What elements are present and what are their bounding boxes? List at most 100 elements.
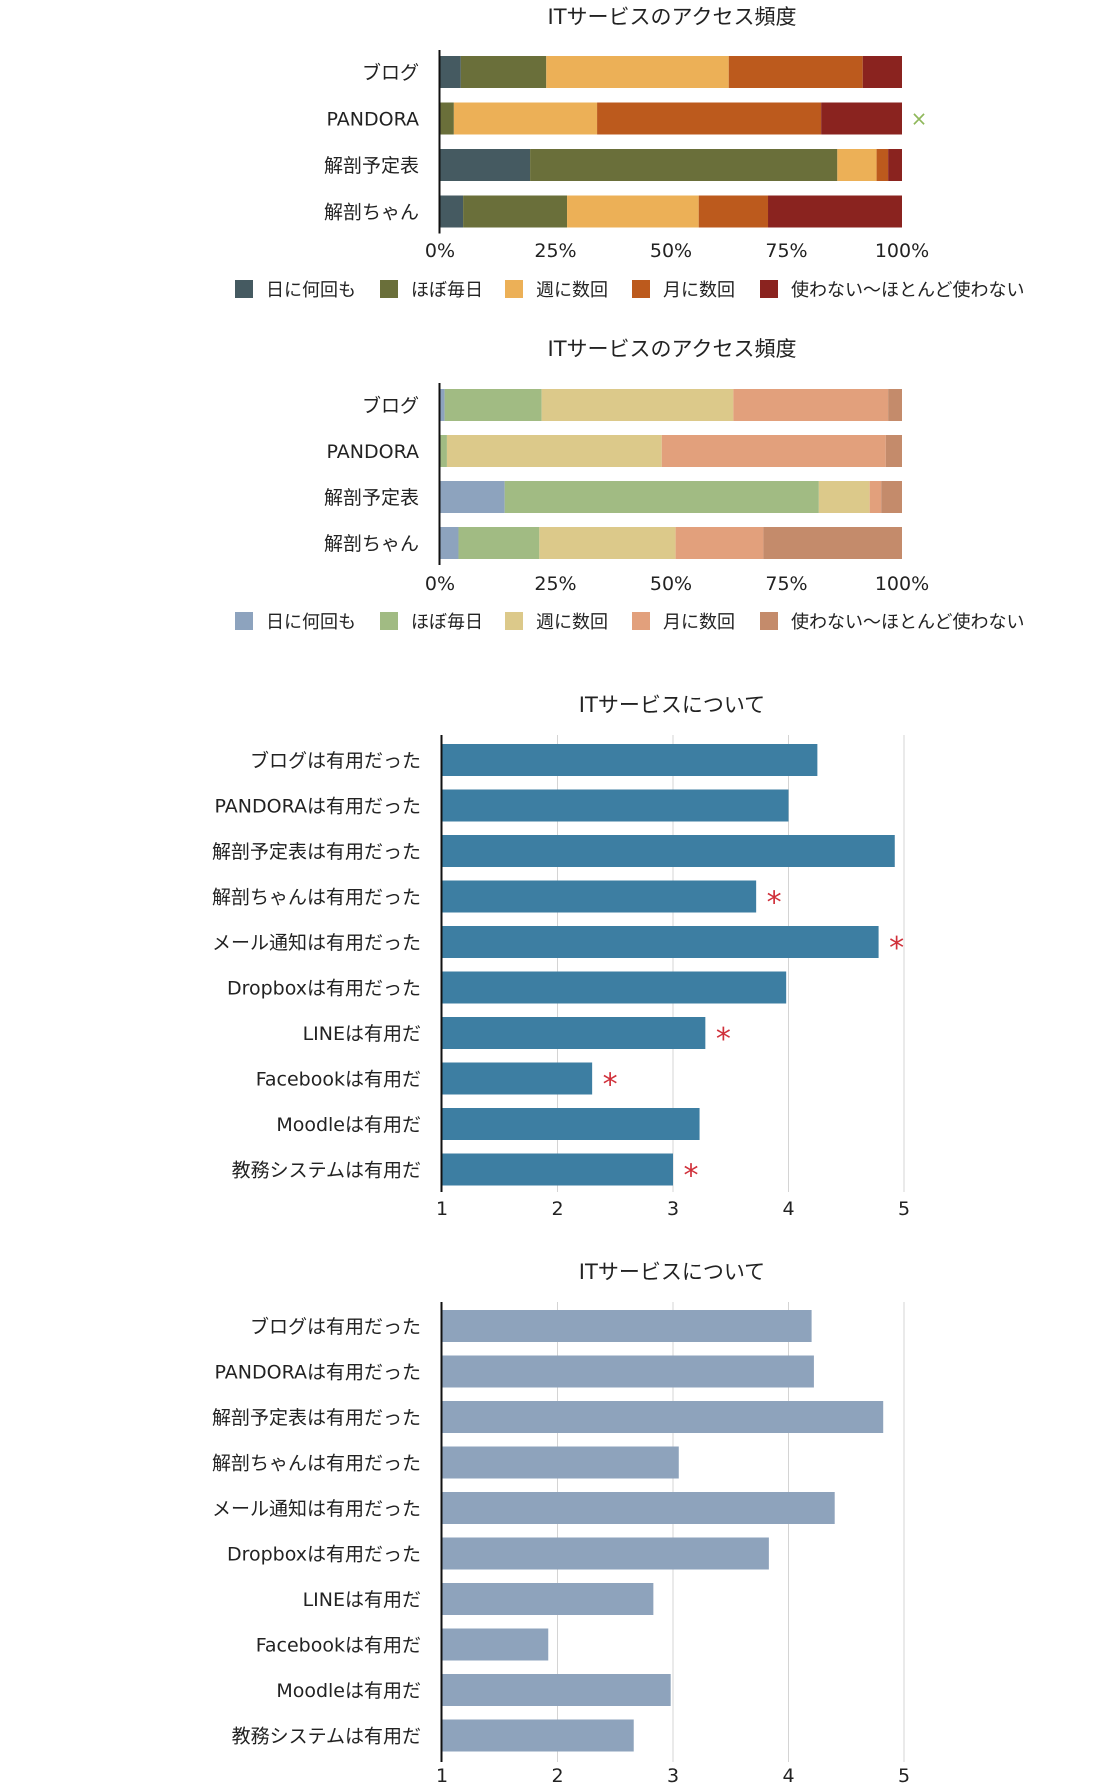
legend-item: ほぼ毎日 (380, 612, 483, 633)
legend-swatch (380, 612, 398, 630)
bar-segment (440, 527, 459, 559)
bar-segment (888, 149, 902, 181)
bar-segment (869, 481, 882, 513)
bar-segment (876, 149, 889, 181)
x-tick-label: 5 (898, 1198, 910, 1220)
annotation-marker: × (911, 107, 928, 131)
category-label: メール通知は有用だった (212, 932, 421, 954)
x-tick-label: 1 (436, 1198, 448, 1220)
legend-label: 週に数回 (536, 612, 608, 633)
bar-segment (763, 527, 902, 559)
bar-segment (821, 102, 902, 135)
legend-item: 週に数回 (505, 280, 608, 301)
x-tick-label: 75% (765, 240, 807, 262)
legend-swatch (505, 612, 523, 630)
legend-swatch (235, 280, 253, 298)
category-label: PANDORA (327, 441, 419, 463)
legend-item: ほぼ毎日 (380, 280, 483, 301)
bar-segment (458, 527, 540, 559)
category-label: LINEは有用だ (303, 1589, 421, 1611)
bar-segment (446, 435, 662, 467)
category-label: Moodleは有用だ (276, 1680, 421, 1702)
bar (442, 835, 895, 867)
bar (442, 744, 818, 776)
bar-segment (675, 527, 764, 559)
category-label: 教務システムは有用だ (232, 1726, 421, 1748)
category-label: Facebookは有用だ (256, 1635, 421, 1657)
legend-item: 使わない〜ほとんど使わない (760, 612, 1024, 633)
x-tick-label: 0% (425, 240, 455, 262)
category-label: 解剖ちゃん (324, 533, 419, 555)
bar (442, 1446, 679, 1479)
legend-item: 使わない〜ほとんど使わない (760, 280, 1024, 301)
bar-segment (440, 149, 531, 181)
x-tick-label: 0% (425, 573, 455, 595)
bar (442, 1108, 700, 1140)
bar (442, 926, 879, 958)
category-label: Dropboxは有用だった (227, 1544, 421, 1566)
significance-marker: * (684, 1159, 699, 1194)
x-tick-label: 4 (782, 1198, 794, 1220)
bar-segment (888, 389, 902, 421)
bar (442, 1153, 673, 1186)
bar (442, 880, 757, 913)
legend-swatch (235, 612, 253, 630)
legend-label: 月に数回 (663, 280, 735, 301)
chart-title: ITサービスのアクセス頻度 (548, 337, 797, 361)
x-tick-label: 1 (436, 1765, 448, 1784)
bar-segment (661, 435, 886, 467)
legend-label: 使わない〜ほとんど使わない (791, 612, 1024, 633)
x-tick-label: 2 (551, 1198, 563, 1220)
bar-segment (440, 481, 505, 513)
category-label: 解剖ちゃんは有用だった (212, 1453, 421, 1475)
bar-segment (440, 56, 461, 88)
legend-label: ほぼ毎日 (411, 280, 483, 301)
bar-segment (546, 56, 729, 88)
x-tick-label: 3 (667, 1765, 679, 1784)
x-tick-label: 100% (875, 573, 929, 595)
bar-segment (733, 389, 889, 421)
category-label: 解剖予定表は有用だった (212, 1407, 421, 1429)
bar-segment (728, 56, 863, 88)
bar (442, 1310, 812, 1342)
category-label: PANDORAは有用だった (215, 1362, 421, 1384)
x-tick-label: 4 (782, 1765, 794, 1784)
bar-segment (460, 56, 547, 88)
category-label: ブログ (362, 61, 419, 84)
bar (442, 1628, 549, 1661)
bar-segment (530, 149, 838, 181)
category-label: 解剖ちゃん (324, 202, 419, 224)
bar-segment (541, 389, 734, 421)
category-label: ブログ (362, 394, 419, 417)
bar-segment (885, 435, 902, 467)
x-tick-label: 50% (650, 573, 692, 595)
legend-item: 月に数回 (632, 280, 735, 301)
legend-swatch (632, 612, 650, 630)
significance-marker: * (603, 1068, 618, 1103)
x-tick-label: 25% (534, 240, 576, 262)
legend-label: 日に何回も (266, 280, 356, 301)
x-tick-label: 5 (898, 1765, 910, 1784)
x-tick-label: 50% (650, 240, 692, 262)
legend-swatch (505, 280, 523, 298)
bar (442, 1674, 671, 1706)
bar (442, 1401, 884, 1433)
bar (442, 1719, 634, 1752)
category-label: 教務システムは有用だ (232, 1160, 421, 1182)
category-label: Dropboxは有用だった (227, 978, 421, 1000)
bar (442, 1062, 593, 1095)
legend-item: 月に数回 (632, 612, 735, 633)
chart-title: ITサービスについて (579, 1260, 765, 1284)
significance-marker: * (716, 1022, 731, 1057)
legend-label: ほぼ毎日 (411, 612, 483, 633)
category-label: ブログは有用だった (250, 749, 421, 772)
legend-item: 週に数回 (505, 612, 608, 633)
legend-swatch (760, 280, 778, 298)
bar-segment (440, 435, 447, 467)
legend-item: 日に何回も (235, 612, 356, 633)
